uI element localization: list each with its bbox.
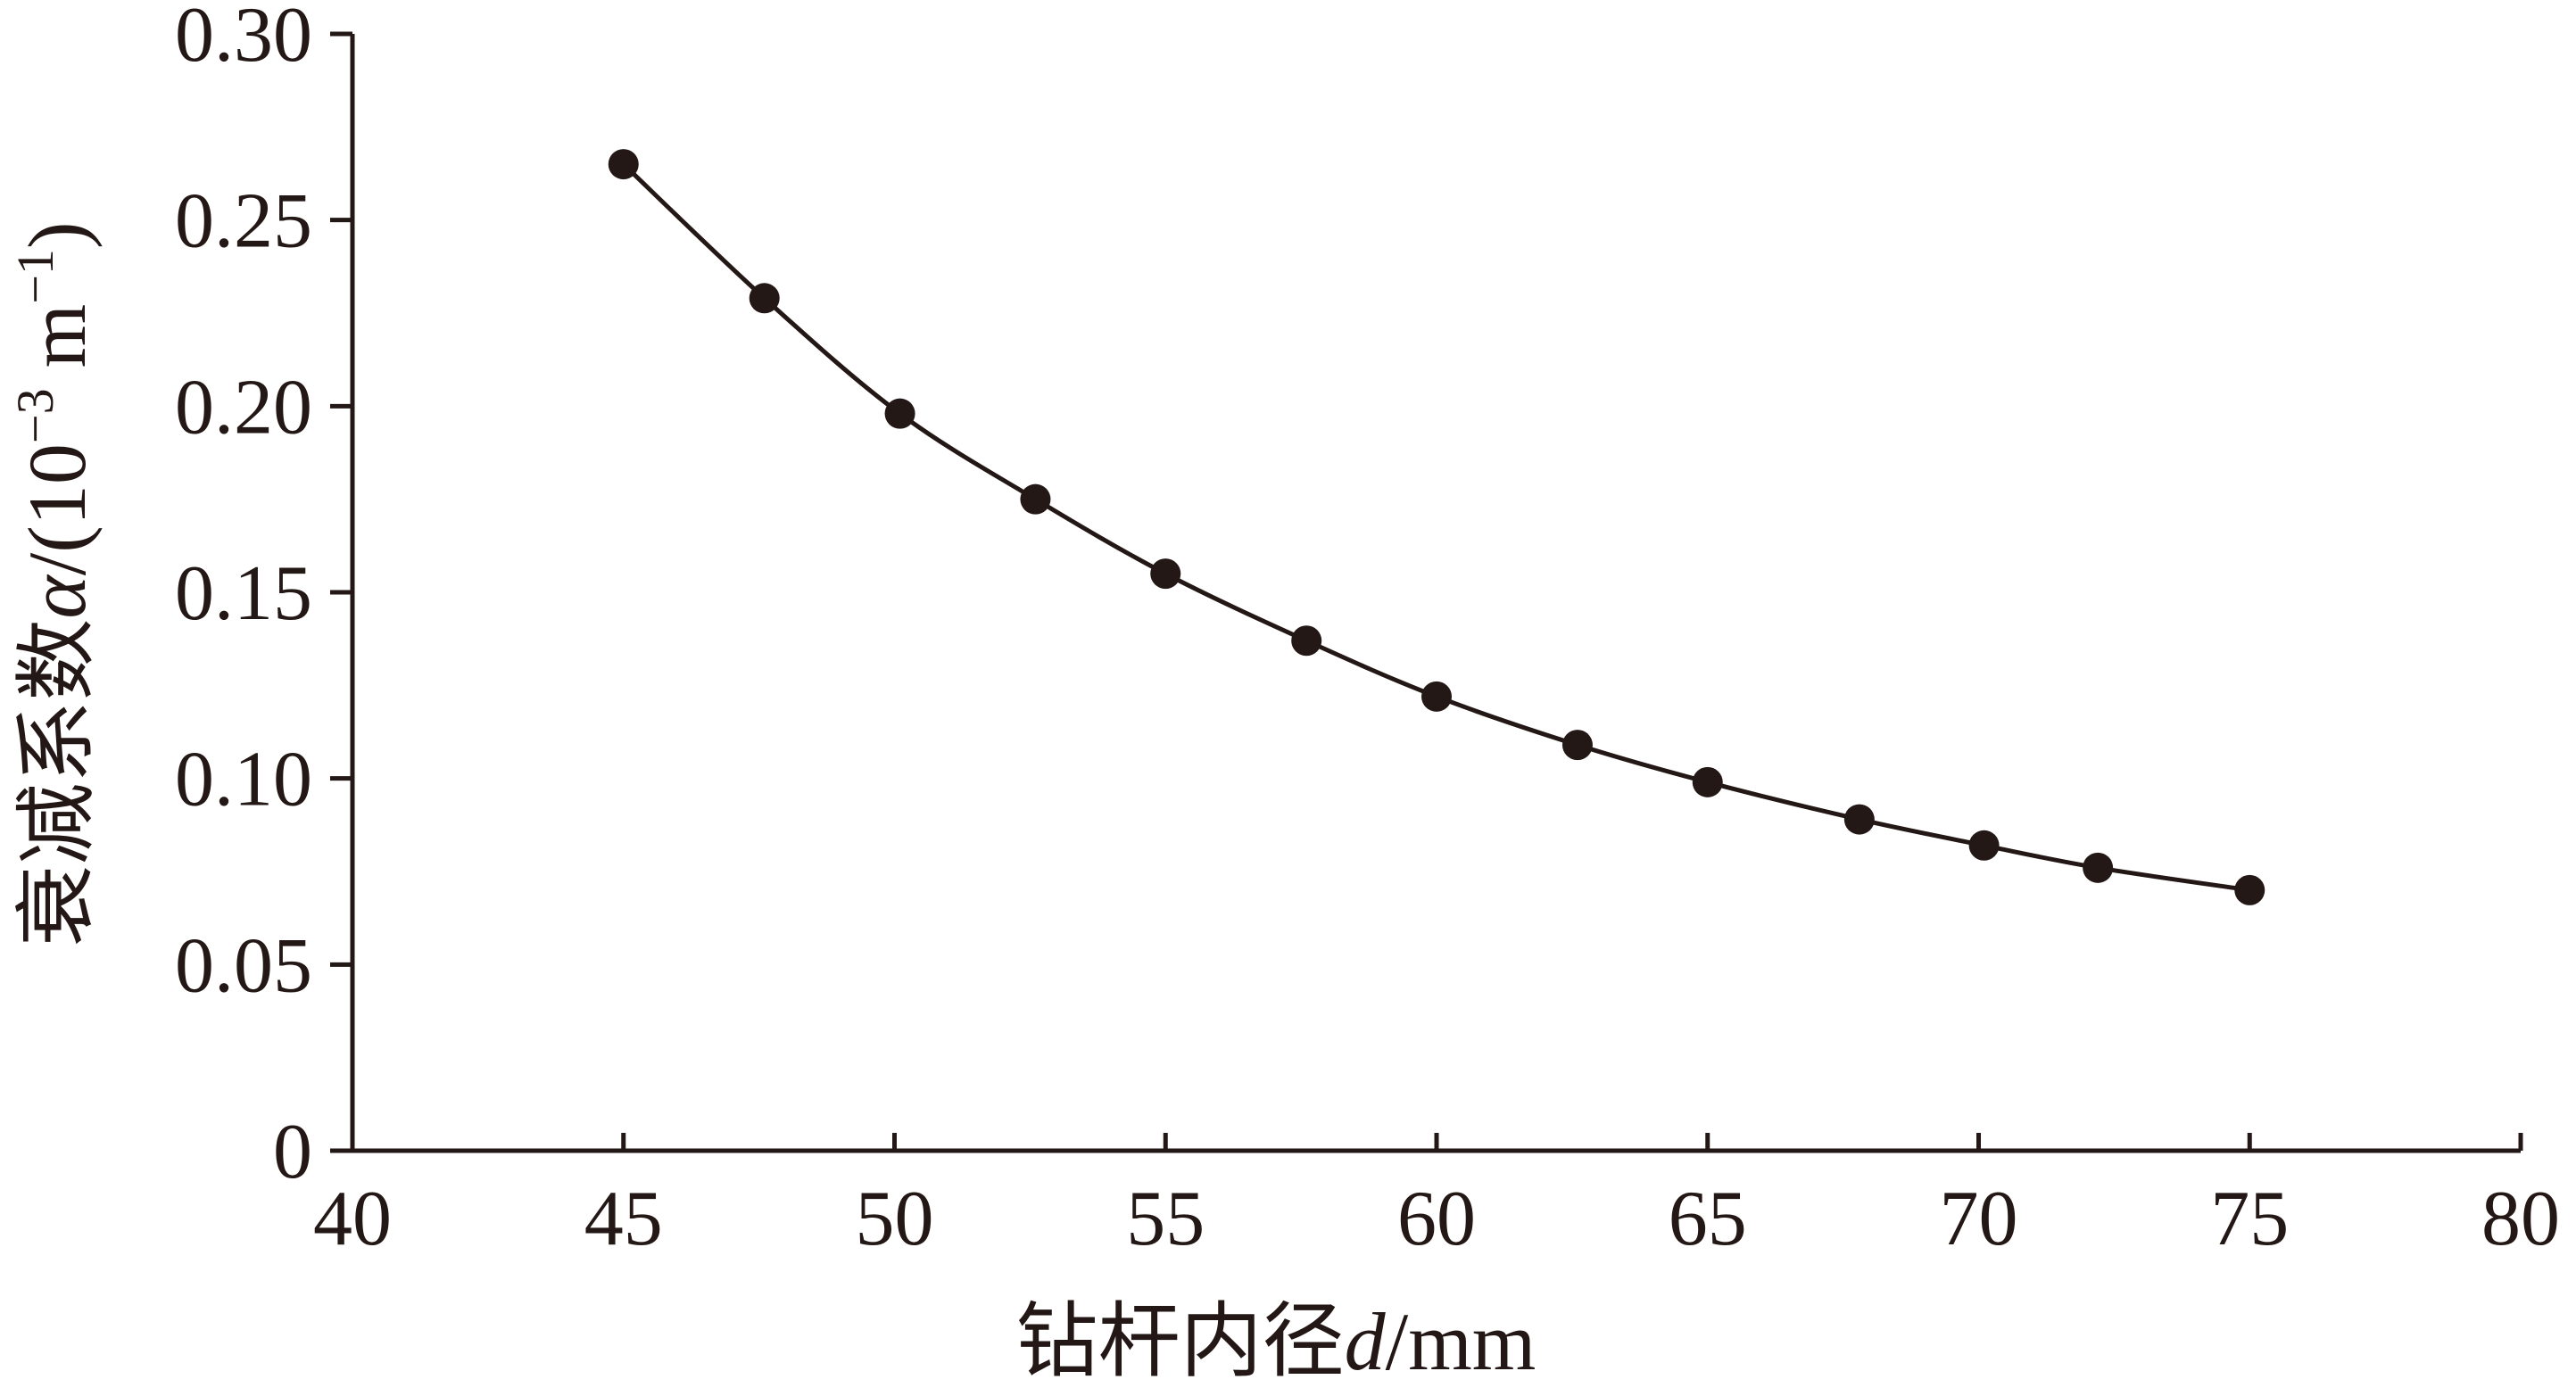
- plot-area: [608, 149, 2265, 905]
- axes: [350, 34, 2521, 1153]
- y-axis-title-unit-close: ): [12, 221, 103, 249]
- x-axis-title: 钻杆内径d/mm: [1016, 1296, 1536, 1387]
- y-tick-label: 0.05: [175, 922, 312, 1009]
- data-point: [1150, 558, 1181, 590]
- y-axis-title-unit-open: /(10: [12, 443, 103, 575]
- x-axis-title-text: 钻杆内径: [1016, 1296, 1345, 1387]
- x-tick-label: 75: [2210, 1176, 2289, 1262]
- y-tick-label: 0: [273, 1109, 312, 1195]
- y-axis-title: 衰减系数α/(10−3 m−1): [6, 221, 103, 946]
- data-point: [1291, 625, 1322, 657]
- x-tick-label: 55: [1126, 1176, 1205, 1262]
- y-tick-label: 0.25: [175, 178, 312, 265]
- data-point: [1561, 730, 1593, 761]
- y-axis-title-text: 衰减系数: [12, 619, 103, 947]
- data-point: [1968, 830, 2000, 861]
- x-tick-label: 45: [584, 1176, 663, 1262]
- x-axis-title-unit: /mm: [1386, 1296, 1536, 1387]
- data-point: [884, 398, 915, 429]
- y-axis-title-var: α: [12, 574, 103, 619]
- x-tick-label: 60: [1397, 1176, 1476, 1262]
- y-axis-title-unit-mid: m: [12, 304, 103, 389]
- y-tick-label: 0.15: [175, 550, 312, 637]
- data-point: [2083, 852, 2114, 883]
- y-tick-label: 0.10: [175, 737, 312, 823]
- y-tick-label: 0.30: [175, 0, 312, 78]
- y-tick-label: 0.20: [175, 364, 312, 450]
- data-point: [608, 149, 639, 180]
- y-axis-title-sup1: −3: [6, 388, 64, 443]
- data-point: [2234, 874, 2265, 905]
- x-tick-label: 80: [2481, 1176, 2560, 1262]
- ticks: 40 45 50 55 60 65 70 75 80 0 0.05 0.10 0.15 0.20 0.25 0…: [175, 0, 2560, 1262]
- x-tick-label: 70: [1940, 1176, 2018, 1262]
- y-axis-title-sup2: −1: [6, 249, 64, 304]
- x-tick-label: 65: [1669, 1176, 1747, 1262]
- data-point: [1843, 804, 1875, 835]
- x-axis-title-var: d: [1345, 1296, 1387, 1387]
- x-tick-label: 40: [313, 1176, 392, 1262]
- data-point: [1692, 766, 1723, 797]
- data-point: [1020, 483, 1051, 515]
- x-tick-label: 50: [856, 1176, 934, 1262]
- data-point: [749, 283, 780, 314]
- data-point: [1421, 681, 1452, 712]
- series-line: [622, 162, 2250, 893]
